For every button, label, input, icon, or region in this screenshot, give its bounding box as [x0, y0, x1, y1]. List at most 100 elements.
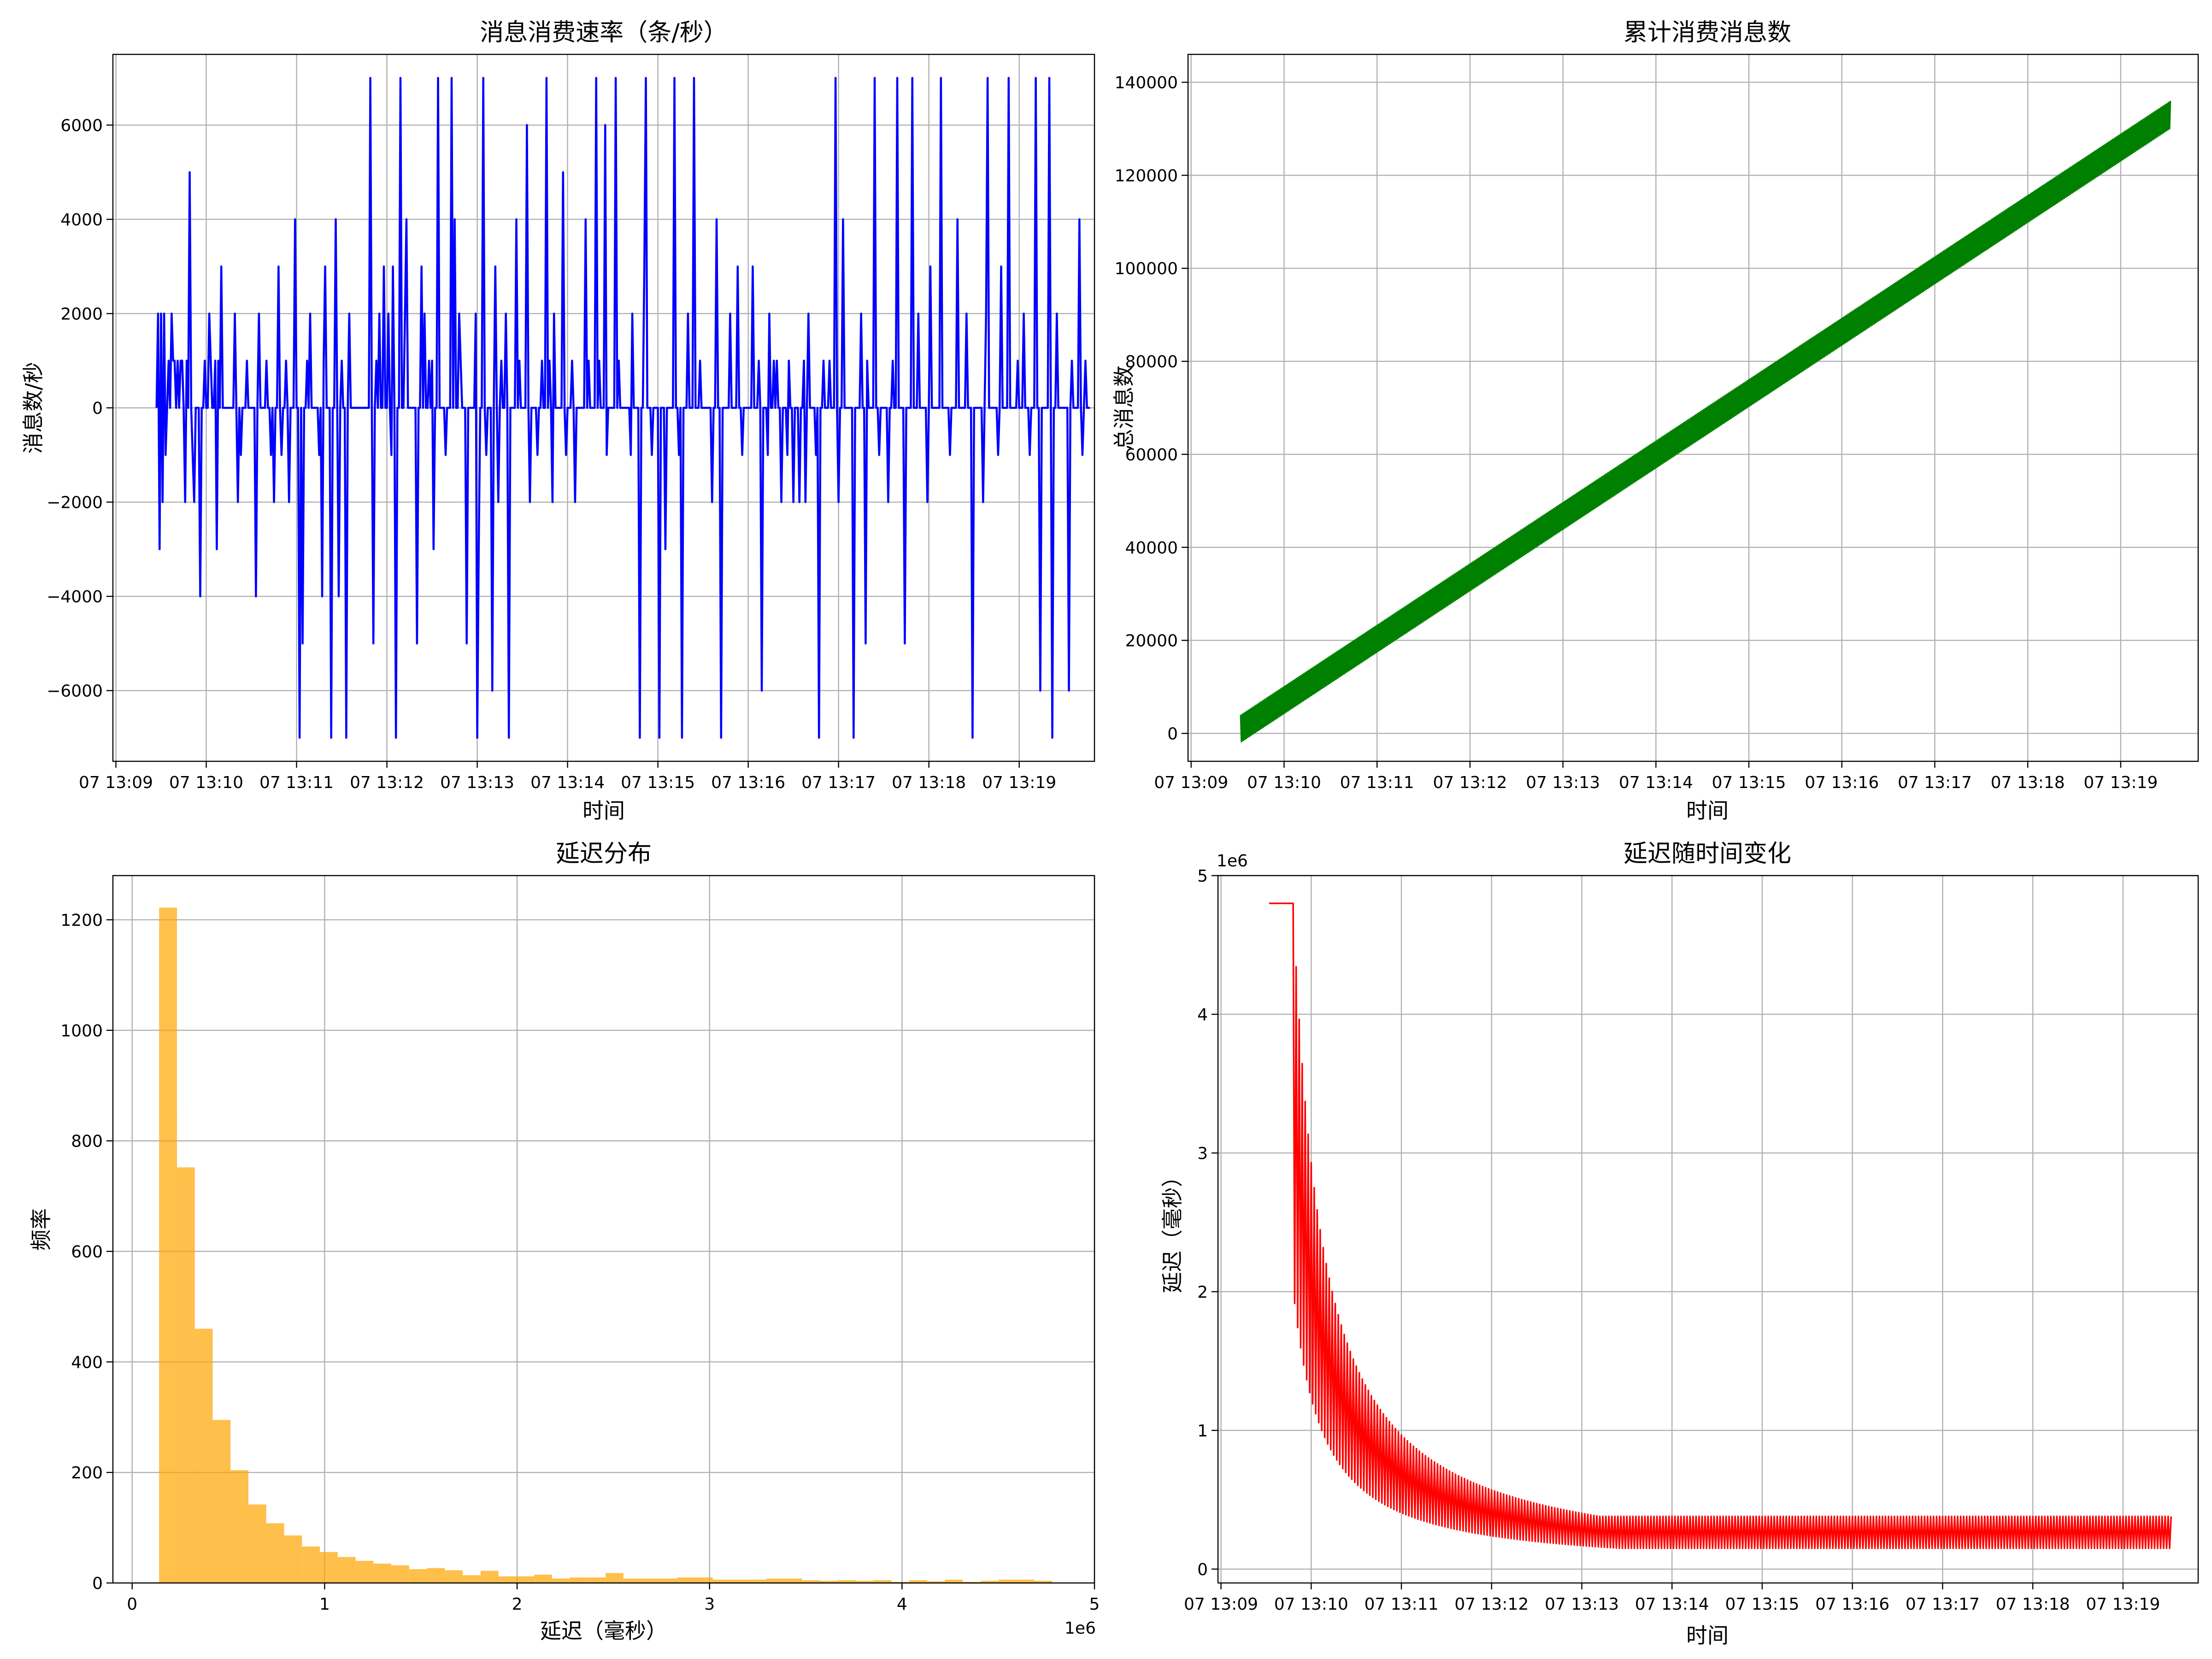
histogram-bar — [677, 1577, 695, 1583]
y-offset-label: 1e6 — [1217, 852, 1248, 871]
histogram-bar — [463, 1575, 481, 1583]
latency-over-time-chart: 延迟随时间变化 时间 延迟（毫秒） 1e6 07 13:09 07 13:10 07… — [1160, 840, 2199, 1648]
x-tick-label: 0 — [127, 1595, 137, 1614]
histogram-bar — [694, 1577, 713, 1583]
x-tick-label: 07 13:18 — [1996, 1595, 2070, 1614]
x-tick-label: 07 13:12 — [1454, 1595, 1529, 1614]
x-tick-label: 07 13:14 — [1619, 773, 1693, 792]
histogram-bar — [981, 1581, 999, 1583]
y-tick-label: 4000 — [60, 211, 103, 229]
x-tick-label: 07 13:12 — [1433, 773, 1507, 792]
histogram-bar — [194, 1329, 213, 1583]
histogram-bar — [820, 1581, 838, 1583]
x-axis-label: 延迟（毫秒） — [540, 1618, 667, 1643]
x-tick-label: 07 13:16 — [1805, 773, 1879, 792]
y-axis-label: 总消息数 — [1112, 365, 1136, 450]
y-tick-label: 4 — [1197, 1006, 1208, 1024]
y-tick-label: 1000 — [60, 1022, 103, 1041]
y-tick-label: 6000 — [60, 116, 103, 135]
x-tick-label: 07 13:16 — [1815, 1595, 1889, 1614]
x-tick-label: 1 — [319, 1595, 330, 1614]
chart-title: 延迟分布 — [556, 840, 652, 868]
x-tick-label: 5 — [1089, 1595, 1100, 1614]
histogram-bar — [998, 1579, 1017, 1583]
histogram-bar — [534, 1575, 552, 1583]
chart-title: 累计消费消息数 — [1624, 19, 1791, 47]
histogram-bar — [838, 1580, 856, 1583]
x-tick-label: 07 13:14 — [1635, 1595, 1709, 1614]
y-tick-label: 1200 — [60, 911, 103, 930]
histogram-bar — [337, 1557, 356, 1583]
x-tick-label: 07 13:17 — [1898, 773, 1972, 792]
histogram-bar — [623, 1578, 641, 1583]
y-tick-label: −6000 — [47, 682, 103, 701]
x-tick-label: 07 13:10 — [1274, 1595, 1348, 1614]
x-axis-label: 时间 — [1686, 1623, 1729, 1648]
histogram-bar — [445, 1570, 463, 1583]
histogram-bar — [712, 1579, 731, 1583]
grid-lines — [1218, 875, 2198, 1583]
x-tick-label: 07 13:15 — [1725, 1595, 1799, 1614]
latency-histogram: 延迟分布 延迟（毫秒） 频率 1e6 0 1 2 3 4 5 0 200 400 600 800 10… — [29, 840, 1100, 1643]
y-tick-label: 5 — [1197, 867, 1208, 886]
x-offset-label: 1e6 — [1065, 1619, 1096, 1638]
x-tick-label: 07 13:15 — [621, 773, 695, 792]
x-tick-label: 07 13:17 — [801, 773, 876, 792]
x-tick-label: 07 13:19 — [2086, 1595, 2160, 1614]
x-tick-label: 07 13:11 — [1340, 773, 1414, 792]
x-tick-label: 07 13:18 — [892, 773, 966, 792]
series-line — [1240, 100, 2171, 742]
histogram-bar — [802, 1580, 820, 1583]
x-tick-label: 07 13:18 — [1991, 773, 2065, 792]
series-line — [155, 76, 1090, 739]
y-tick-label: 140000 — [1115, 74, 1178, 93]
y-tick-label: 100000 — [1115, 259, 1178, 278]
histogram-bar — [516, 1576, 535, 1583]
x-tick-label: 07 13:11 — [1364, 1595, 1438, 1614]
histogram-bar — [159, 907, 177, 1583]
histogram-bar — [909, 1580, 927, 1583]
x-tick-label: 07 13:13 — [1526, 773, 1600, 792]
plot-frame — [112, 875, 1095, 1584]
y-axis-label: 延迟（毫秒） — [1160, 1166, 1185, 1293]
x-tick-label: 07 13:10 — [1247, 773, 1321, 792]
histogram-bar — [480, 1571, 499, 1583]
x-tick-label: 07 13:19 — [982, 773, 1056, 792]
histogram-bar — [391, 1565, 409, 1583]
y-tick-label: 0 — [1197, 1560, 1208, 1579]
histogram-bar — [855, 1581, 874, 1583]
histogram-bar — [588, 1577, 606, 1583]
cumulative-chart: 累计消费消息数 时间 总消息数 07 13:09 07 13:10 07 13:11… — [1112, 19, 2199, 823]
y-tick-label: 2000 — [60, 305, 103, 324]
y-tick-label: 20000 — [1125, 632, 1178, 651]
histogram-bar — [945, 1579, 963, 1583]
histogram-bar — [176, 1167, 195, 1583]
y-tick-label: 80000 — [1125, 353, 1178, 371]
x-tick-label: 07 13:09 — [79, 773, 153, 792]
histogram-bar — [427, 1568, 445, 1583]
histogram-bar — [606, 1573, 624, 1583]
histogram-bar — [373, 1564, 392, 1583]
histogram-bar — [927, 1581, 945, 1583]
histogram-bar — [230, 1470, 249, 1583]
x-tick-label: 07 13:10 — [169, 773, 243, 792]
histogram-bar — [873, 1580, 892, 1583]
y-tick-label: 3 — [1197, 1144, 1208, 1163]
histogram-bar — [570, 1577, 588, 1583]
chart-title: 消息消费速率（条/秒） — [480, 19, 728, 47]
plot-frame — [1217, 875, 2199, 1584]
y-tick-label: −4000 — [47, 588, 103, 606]
histogram-bar — [284, 1535, 302, 1583]
x-tick-label: 07 13:11 — [259, 773, 334, 792]
x-tick-label: 2 — [512, 1595, 523, 1614]
y-tick-label: 40000 — [1125, 539, 1178, 558]
y-tick-label: 0 — [1167, 724, 1178, 743]
x-tick-label: 4 — [897, 1595, 907, 1614]
y-axis-label: 消息数/秒 — [21, 362, 46, 454]
histogram-bar — [248, 1504, 266, 1583]
y-tick-label: 1 — [1197, 1422, 1208, 1441]
histogram-bar — [784, 1578, 802, 1583]
histogram-bar — [320, 1552, 338, 1583]
plot-frame — [112, 53, 1095, 762]
